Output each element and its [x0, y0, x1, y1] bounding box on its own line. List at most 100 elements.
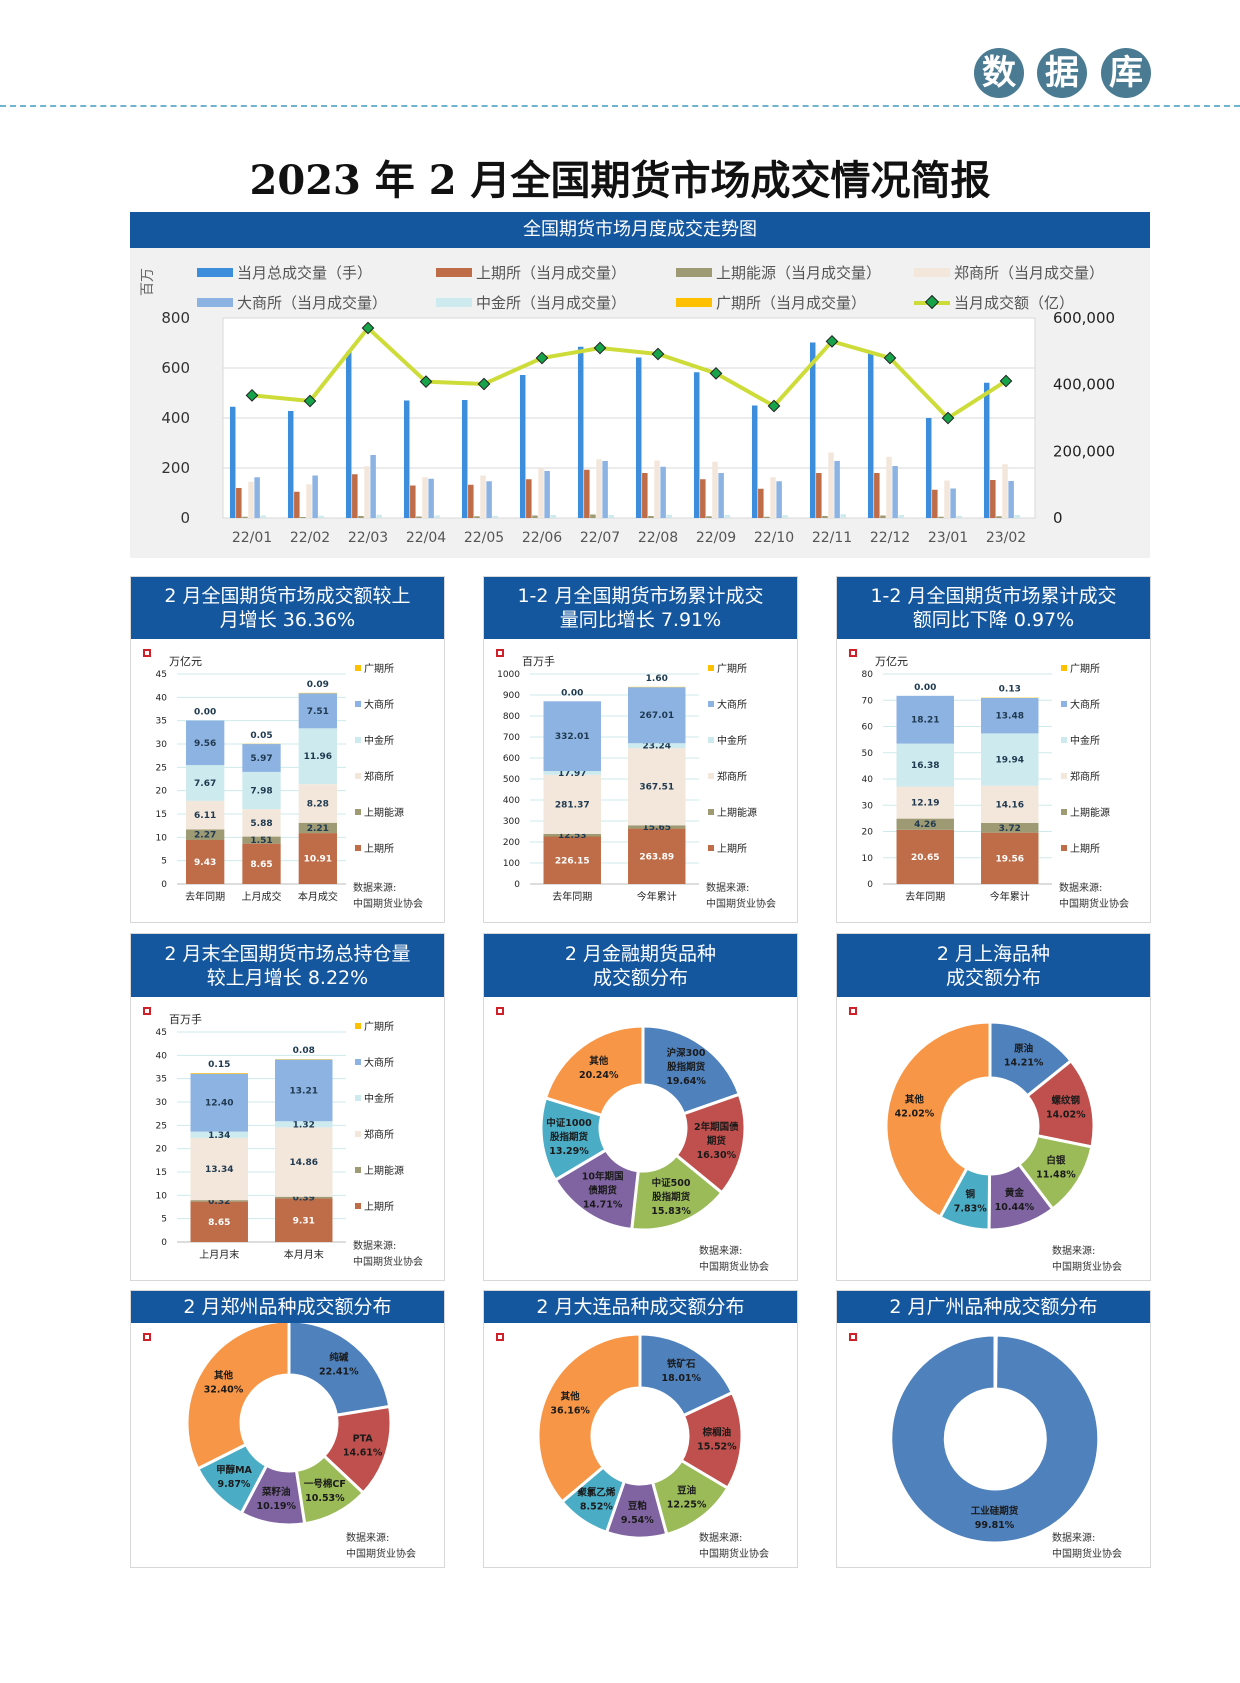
data-source-label: 数据来源: [1052, 1244, 1095, 1257]
bar-上期所-22/02 [294, 491, 300, 518]
data-label: 0.13 [999, 685, 1021, 695]
y2-tick-label: 200,000 [1053, 442, 1115, 460]
data-source-label: 数据来源: [699, 1244, 742, 1257]
slice-label: 其他 [561, 1391, 581, 1403]
slice-label: 股指期货 [550, 1131, 589, 1143]
slice-label: 豆油 [677, 1484, 696, 1496]
legend-swatch [436, 268, 472, 277]
panel-title: 2 月金融期货品种 成交额分布 [484, 934, 797, 997]
y-tick-label: 35 [156, 717, 167, 727]
bar-segment-上期所 [981, 832, 1039, 884]
y-tick-label: 0 [161, 1238, 167, 1248]
chart-logo-icon-inner [145, 651, 149, 655]
slice-label: 螺纹钢 [1052, 1095, 1081, 1107]
y-tick-label: 200 [503, 838, 520, 848]
legend-label: 广期所 [1070, 663, 1100, 675]
bar-segment-上期能源 [275, 1196, 333, 1199]
legend-label: 中金所（当月成交量） [476, 294, 627, 312]
y-tick-label: 500 [503, 775, 520, 785]
slice-label: 其他 [589, 1055, 609, 1067]
bar-total-22/04 [403, 400, 410, 518]
data-source-name: 中国期货业协会 [699, 1260, 769, 1273]
legend-swatch-广期所 [355, 665, 361, 671]
bar-上期能源-22/01 [242, 516, 248, 518]
bar-郑商所-22/04 [422, 477, 428, 518]
data-label: 0.32 [208, 1197, 230, 1207]
bar-上期所-22/01 [236, 488, 242, 518]
unit-label: 万亿元 [169, 655, 202, 668]
slice-value: 42.02% [895, 1109, 935, 1120]
slice-label: 2年期国债 [694, 1121, 739, 1133]
y-tick-label: 600 [161, 359, 190, 377]
bar-segment-上期能源 [298, 822, 337, 834]
bar-segment-中金所 [190, 1131, 248, 1138]
slice-label: 菜籽油 [261, 1486, 291, 1498]
bar-郑商所-23/02 [1002, 464, 1008, 518]
main-chart: 当月总成交量（手） 上期所（当月成交量） 上期能源（当月成交量） 郑商所（当月成交量）… [130, 248, 1150, 558]
x-tick-label: 22/05 [464, 530, 504, 546]
amount-point-22/03 [361, 321, 375, 335]
y-tick-label: 700 [503, 733, 520, 743]
bar-中金所-22/02 [318, 515, 324, 518]
bar-大商所-22/04 [428, 478, 434, 518]
slice-label: 纯碱 [329, 1351, 349, 1363]
amount-point-22/06 [535, 351, 549, 365]
legend-label: 上期能源 [364, 806, 404, 819]
data-label: 17.97 [558, 769, 586, 779]
bar-segment-大商所 [275, 1059, 333, 1122]
bar-中金所-22/09 [724, 515, 730, 518]
bar-segment-上期所 [543, 836, 601, 884]
data-label: 263.89 [639, 852, 674, 862]
amount-point-22/09 [709, 366, 723, 380]
data-label: 19.56 [996, 854, 1024, 864]
y-tick-label: 80 [862, 670, 874, 680]
x-tick-label: 今年累计 [637, 890, 677, 903]
donut-slice [185, 1323, 291, 1471]
y-tick-label: 60 [862, 723, 874, 733]
bar-total-22/03 [345, 351, 352, 518]
y2-tick-label: 400,000 [1053, 376, 1115, 394]
data-label: 14.86 [290, 1158, 318, 1168]
bar-上期能源-22/06 [532, 515, 538, 518]
legend-swatch-上期能源 [355, 809, 361, 815]
y-tick-label: 25 [156, 1121, 167, 1131]
legend-label: 大商所（当月成交量） [237, 294, 388, 312]
data-label: 7.98 [250, 787, 272, 797]
data-label: 5.97 [250, 754, 272, 764]
data-label: 267.01 [639, 711, 674, 721]
slice-value: 14.21% [1004, 1058, 1044, 1069]
legend-label: 上期所 [1070, 843, 1100, 855]
bar-上期能源-22/03 [358, 516, 364, 518]
data-label: 8.65 [250, 860, 272, 870]
legend-label: 广期所（当月成交量） [716, 294, 867, 312]
legend-swatch-上期能源 [355, 1167, 361, 1173]
data-source-name: 中国期货业协会 [346, 1547, 416, 1560]
y-tick-label: 10 [156, 1191, 168, 1201]
y-tick-label: 1000 [497, 670, 520, 680]
panel-title-line: 成交额分布 [945, 966, 1041, 989]
data-source-name: 中国期货业协会 [1052, 1547, 1122, 1560]
bar-segment-上期能源 [981, 822, 1039, 833]
stacked-bar-chart: 万亿元 0 5 10 15 20 25 30 35 40 45 9.43 2.27 6.11 7.67 9.5… [143, 649, 423, 910]
data-label: 8.28 [307, 799, 329, 809]
data-label: 332.01 [555, 732, 590, 742]
panel-title: 1-2 月全国期货市场累计成交 量同比增长 7.91% [484, 577, 797, 639]
legend-swatch-中金所 [355, 1095, 361, 1101]
slice-label: 股指期货 [652, 1191, 691, 1203]
bar-segment-上期能源 [896, 818, 954, 830]
data-source-name: 中国期货业协会 [1059, 897, 1129, 910]
y-tick-label: 35 [156, 1075, 167, 1085]
chart-panel: 2 月上海品种 成交额分布 原油 14.21% 螺纹钢 14.02% 白银 11.48% 黄金 1… [836, 933, 1151, 1281]
bar-上期所-22/07 [584, 469, 590, 518]
data-source-label: 数据来源: [353, 1239, 396, 1252]
legend-label: 当月成交额（亿） [954, 294, 1075, 312]
y-tick-label: 0 [514, 880, 520, 890]
legend-swatch-上期所 [355, 845, 361, 851]
bar-中金所-22/08 [666, 514, 672, 518]
legend-swatch-郑商所 [1061, 773, 1067, 779]
bar-大商所-22/03 [370, 455, 376, 518]
legend-label: 大商所 [717, 698, 747, 711]
slice-value: 10.19% [256, 1501, 296, 1512]
y-tick-label: 15 [156, 1168, 167, 1178]
